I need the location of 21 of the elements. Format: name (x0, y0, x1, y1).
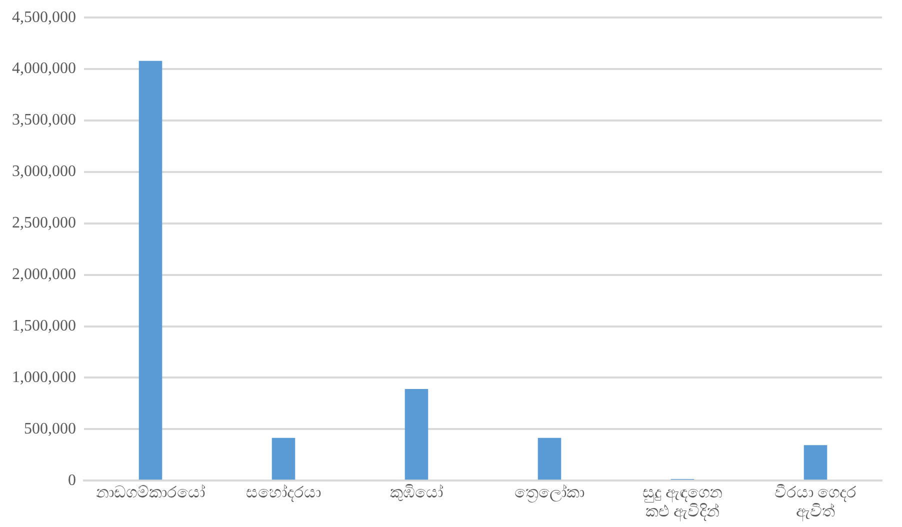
x-tick-label: ත්‍රෙලෝකා (514, 483, 584, 502)
x-tick-label: නාඩගම්කාරයෝ (96, 483, 205, 502)
y-tick-label: 1,000,000 (12, 368, 76, 386)
y-tick-label: 2,000,000 (12, 266, 76, 284)
y-tick-label: 4,500,000 (12, 8, 76, 26)
y-tick-label: 2,500,000 (12, 214, 76, 232)
x-tick-label: සුදු ඇඳගෙන කළු ඇවිදින් (642, 484, 722, 522)
x-tick-label: වීරයා ගෙදර ඇවිත් (774, 484, 856, 522)
bar (272, 438, 296, 480)
x-tick-label: සහෝදරයා (246, 483, 321, 502)
bar (538, 438, 562, 480)
y-tick-label: 1,500,000 (12, 317, 76, 334)
y-tick-label: 4,000,000 (12, 60, 76, 78)
bar (138, 60, 162, 480)
bar (404, 389, 428, 480)
bar (804, 445, 828, 480)
y-tick-label: 3,500,000 (12, 112, 76, 129)
x-tick-label: කුඹියෝ (390, 483, 443, 502)
y-tick-label: 500,000 (24, 420, 76, 438)
y-tick-label: 0 (68, 472, 76, 489)
y-tick-label: 3,000,000 (12, 163, 76, 180)
